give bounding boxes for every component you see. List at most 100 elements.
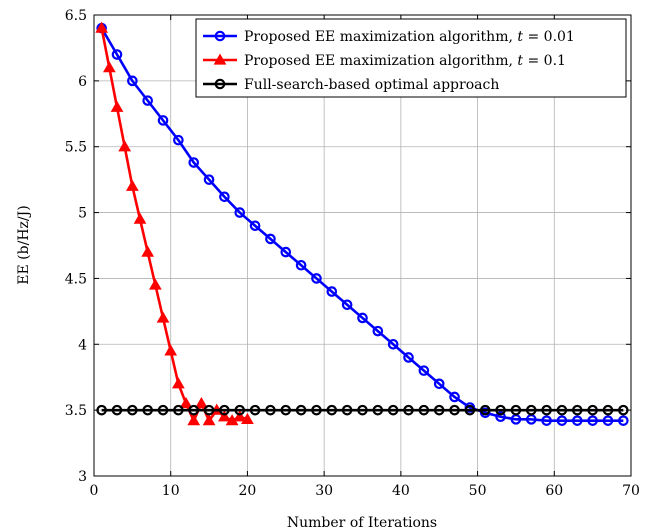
data-point [541,415,552,426]
y-tick-label: 3.5 [65,403,87,419]
data-point [311,273,322,284]
x-tick-label: 40 [392,483,410,499]
data-point [118,140,132,152]
y-tick-label: 5 [78,206,87,222]
data-point [495,411,506,423]
legend-label: Proposed EE maximization algorithm, t = … [244,29,575,45]
data-point [219,191,230,203]
data-point [110,100,124,112]
data-point [403,352,414,363]
data-point [295,259,307,271]
data-point [587,404,598,416]
y-tick-label: 4.5 [65,271,87,287]
legend-marker [214,78,226,90]
data-point [102,61,116,73]
data-point [618,415,629,426]
data-point [173,404,184,416]
data-point [449,404,460,416]
x-axis-label: Number of Iterations [287,515,437,531]
data-point [164,344,178,356]
data-point [157,115,169,126]
data-point [127,75,138,87]
data-point [495,404,506,416]
data-point [249,220,261,232]
data-point [218,410,231,422]
data-point [172,377,185,389]
data-point [111,49,123,60]
data-point [203,404,215,416]
data-point [234,404,246,416]
data-point [195,397,208,409]
x-tick-label: 30 [315,483,333,499]
data-point [188,404,200,416]
data-point [433,404,445,416]
data-point [510,404,522,416]
data-point [249,404,261,416]
legend: Proposed EE maximization algorithm, t = … [195,18,627,98]
data-point [280,404,292,416]
data-point [265,233,276,245]
legend-item: Proposed EE maximization algorithm, t = … [203,29,575,45]
data-point [403,404,414,416]
legend-marker [213,53,227,65]
data-point [372,325,384,337]
x-tick-label: 50 [469,483,487,499]
series-3 [96,404,629,416]
legend-marker [214,30,226,42]
data-point [265,404,276,416]
x-tick-label: 20 [239,483,257,499]
legend-label: Full-search-based optimal approach [244,77,499,93]
y-tick-labels: 3 3.5 4 4.5 5 5.5 6 6.5 [65,8,87,485]
legend-label: Proposed EE maximization algorithm, t = … [244,53,566,69]
data-point [311,404,322,416]
data-point [372,404,384,416]
data-point [127,404,138,416]
data-point [202,414,216,426]
data-point [125,179,139,191]
legend-item: Proposed EE maximization algorithm, t = … [203,53,566,69]
data-point [433,378,445,390]
plot-frame [93,14,632,477]
x-tick-label: 60 [545,483,563,499]
legend-box [195,18,627,98]
data-point [156,311,170,323]
data-point [142,404,153,416]
y-tick-label: 3 [78,469,87,485]
x-tick-label: 10 [162,483,180,499]
data-point [556,415,568,426]
data-point [111,404,123,416]
data-point [295,404,307,416]
data-point [587,415,598,426]
data-point [233,410,247,422]
y-axis-label: EE (b/Hz/J) [16,205,32,284]
legend-item: Full-search-based optimal approach [203,77,499,93]
data-point [571,415,583,426]
data-point [142,95,153,106]
data-point [341,299,353,311]
y-tick-label: 4 [78,337,87,353]
data-point [418,404,430,416]
data-point [525,404,537,416]
x-tick-label: 70 [622,483,640,499]
data-point [464,404,476,416]
data-point [387,404,399,416]
data-point [203,174,215,185]
data-point [157,404,169,416]
data-point [571,404,583,416]
series-layer [95,21,629,426]
data-point [95,21,109,33]
data-point [188,157,200,168]
data-point [219,404,230,416]
data-point [326,286,338,297]
y-tick-label: 5.5 [65,140,87,156]
data-point [280,246,292,258]
data-point [234,207,246,218]
data-point [173,134,184,146]
data-point [479,404,491,416]
data-point [357,404,368,416]
data-point [141,245,155,257]
data-point [387,338,399,350]
data-point [541,404,552,416]
data-point [133,212,147,224]
